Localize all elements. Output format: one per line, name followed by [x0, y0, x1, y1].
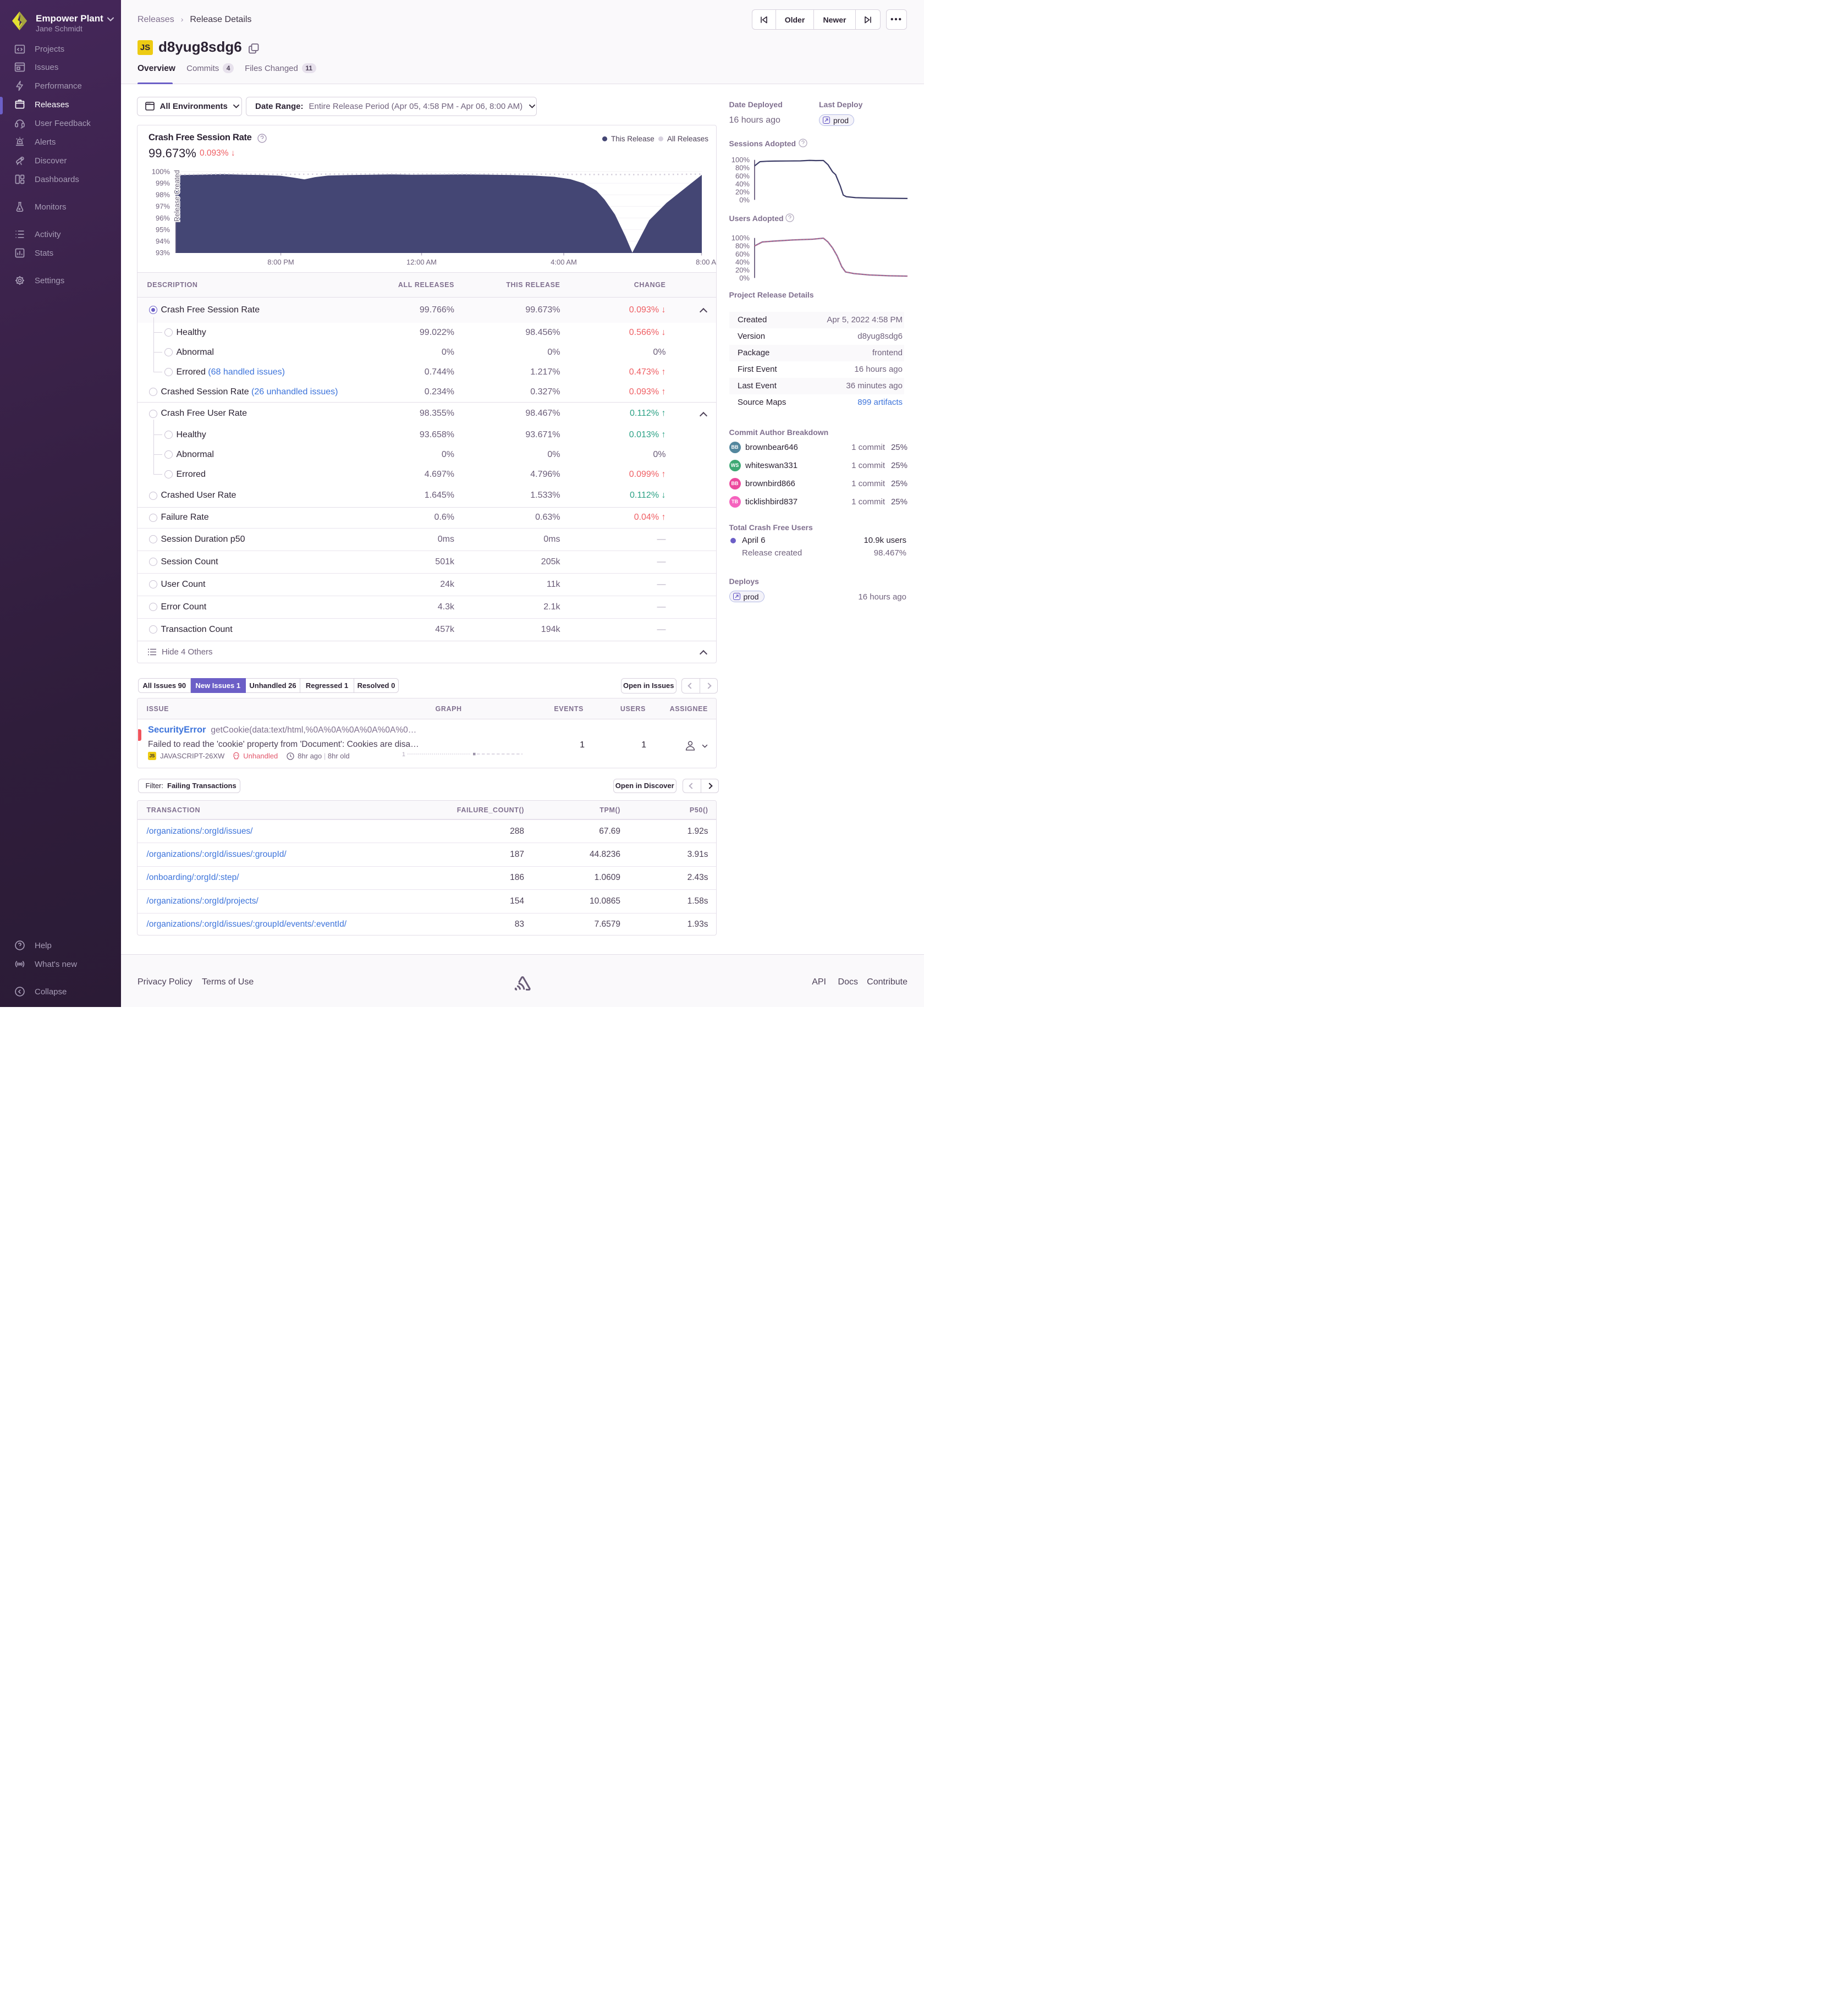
svg-text:94%: 94% [155, 236, 169, 245]
svg-text:100%: 100% [732, 156, 750, 164]
svg-text:100%: 100% [151, 167, 170, 175]
svg-text:80%: 80% [735, 164, 750, 172]
svg-text:98%: 98% [155, 190, 169, 199]
svg-text:0%: 0% [739, 274, 750, 282]
svg-text:97%: 97% [155, 202, 169, 210]
svg-text:Release Created: Release Created [173, 170, 181, 222]
svg-text:60%: 60% [735, 250, 750, 258]
svg-text:8:00 AM: 8:00 AM [696, 258, 716, 266]
svg-text:0%: 0% [739, 196, 750, 204]
svg-text:96%: 96% [155, 213, 169, 222]
svg-text:4:00 AM: 4:00 AM [551, 258, 577, 266]
svg-text:60%: 60% [735, 172, 750, 180]
svg-text:8:00 PM: 8:00 PM [267, 258, 294, 266]
svg-text:40%: 40% [735, 180, 750, 188]
svg-text:40%: 40% [735, 258, 750, 266]
svg-text:100%: 100% [732, 234, 750, 242]
svg-text:80%: 80% [735, 242, 750, 250]
svg-text:95%: 95% [155, 225, 169, 233]
svg-text:20%: 20% [735, 266, 750, 274]
svg-text:93%: 93% [155, 249, 169, 257]
svg-text:12:00 AM: 12:00 AM [406, 258, 437, 266]
svg-text:20%: 20% [735, 188, 750, 196]
svg-text:99%: 99% [155, 179, 169, 187]
svg-text:1: 1 [402, 751, 405, 758]
